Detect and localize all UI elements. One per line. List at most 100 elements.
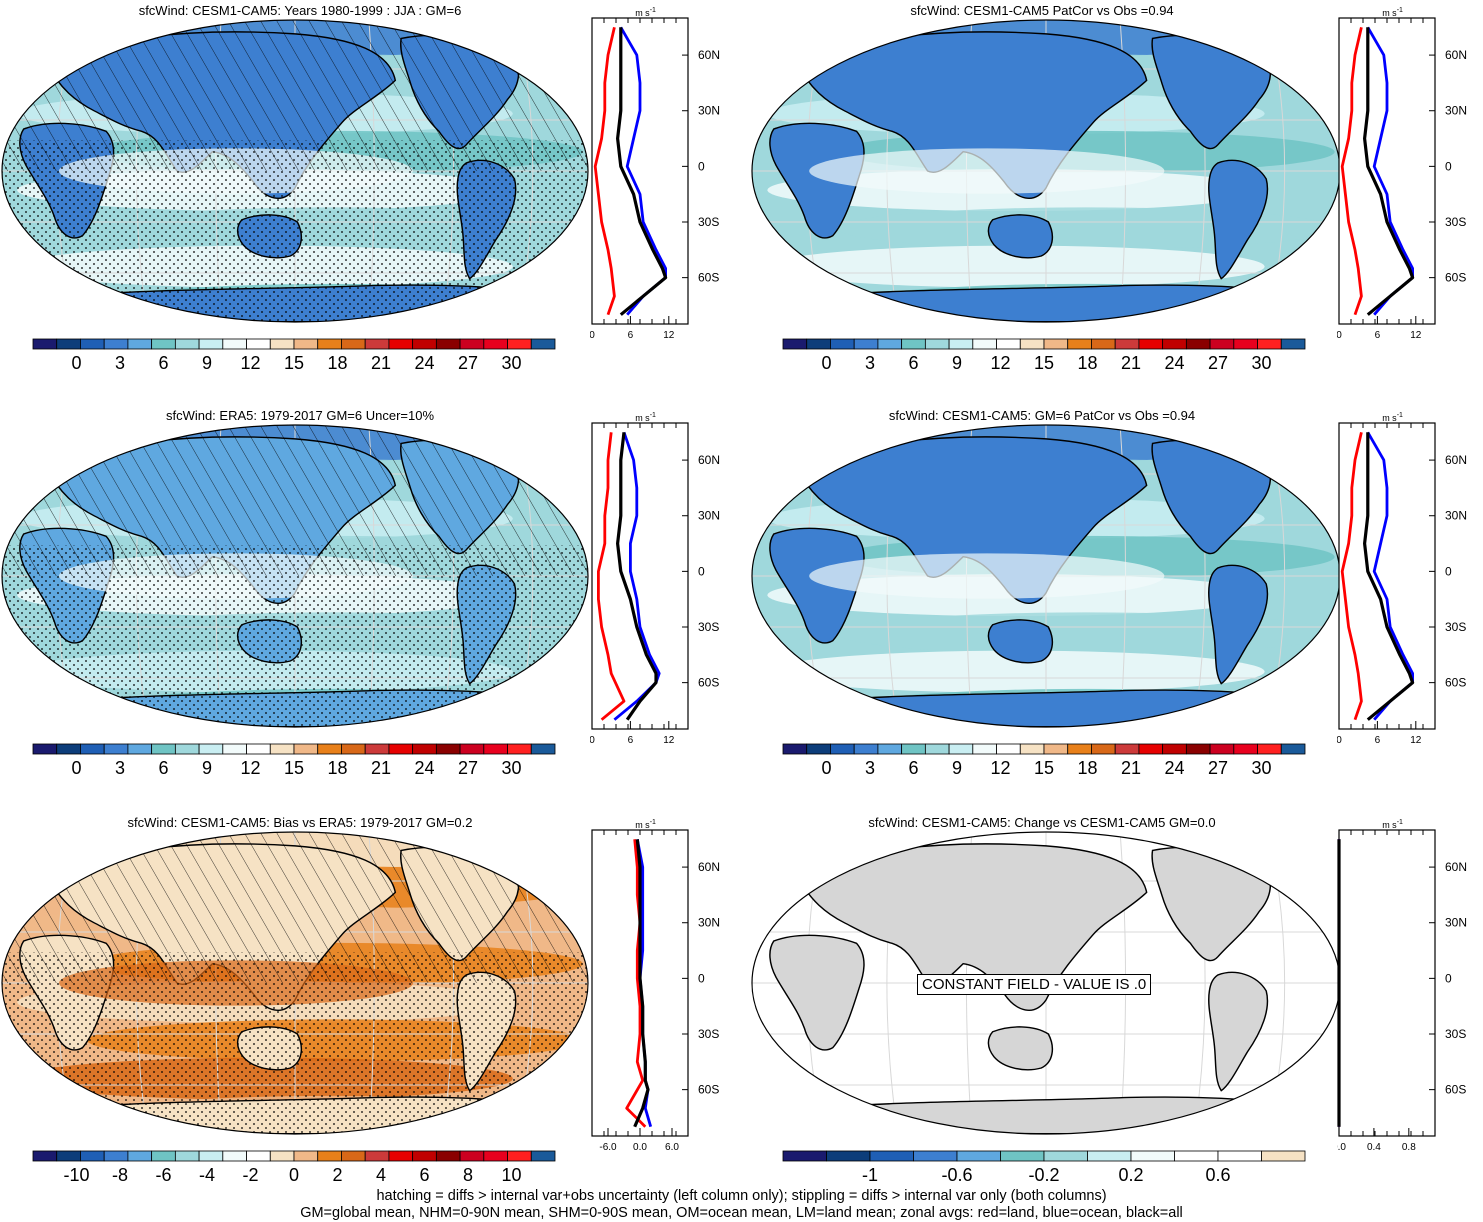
zonal-y-label: 60N [698, 48, 720, 62]
colorbar-box [103, 338, 129, 350]
colorbar-box [1217, 1150, 1262, 1162]
continent-australia [987, 214, 1054, 259]
colorbar-box [901, 743, 926, 755]
colorbar-label: 0 [71, 758, 81, 778]
colorbar-box [459, 1150, 485, 1162]
colorbar-label: 15 [1034, 353, 1054, 373]
continent-greenland [1284, 433, 1320, 466]
colorbar-box [174, 1150, 200, 1162]
wind-band [837, 207, 1335, 250]
colorbar-box [1185, 743, 1211, 755]
colorbar-box [869, 1150, 914, 1162]
colorbar-label: 6 [908, 758, 918, 778]
colorbar-box [364, 338, 390, 350]
colorbar-label: 21 [371, 353, 391, 373]
zonal-series-land [593, 26, 616, 316]
colorbar-label: 27 [458, 353, 478, 373]
colorbar-label: -6 [155, 1165, 171, 1185]
colorbar-box [246, 1150, 271, 1162]
colorbar-label: 15 [1034, 758, 1054, 778]
colorbar-box [1162, 338, 1187, 350]
map-title: sfcWind: CESM1-CAM5: Bias vs ERA5: 1979-… [127, 815, 473, 830]
colorbar-box [483, 1150, 508, 1162]
colorbar-box [174, 743, 200, 755]
zonal-y-label: 30S [698, 620, 719, 634]
colorbar-box [1209, 338, 1235, 350]
zonal-unit-exponent: -1 [650, 819, 656, 826]
zonal-y-label: 30N [698, 509, 720, 523]
wind-band [837, 612, 1335, 655]
zonal-x-label: 12 [1410, 735, 1422, 746]
zonal-y-label: 30S [698, 1027, 719, 1041]
colorbar-label: 2 [332, 1165, 342, 1185]
colorbar-box [1280, 743, 1306, 755]
colorbar-box [1130, 1150, 1175, 1162]
zonal-x-label: 0 [590, 330, 595, 341]
colorbar-box [972, 338, 997, 350]
colorbar-label: 30 [1251, 353, 1271, 373]
colorbar-label: 9 [202, 758, 212, 778]
continent-australia [987, 1026, 1054, 1071]
continents [769, 840, 1332, 1134]
footer-hatching-note: hatching = diffs > internal var+obs unce… [376, 1188, 1107, 1204]
zonal-mean-plot: m s-1 60N 30N 0 30S 60S 0 6 12 [1337, 412, 1467, 746]
zonal-y-label: 60N [1445, 48, 1467, 62]
map-projection [751, 831, 1341, 1135]
zonal-unit-label: m s-1 [635, 7, 656, 18]
colorbar-box [32, 1150, 58, 1162]
zonal-x-label: 12 [663, 735, 675, 746]
colorbar-label: 3 [115, 758, 125, 778]
zonal-y-label: 0 [698, 971, 705, 985]
colorbar-label: 18 [327, 758, 347, 778]
colorbar-box [293, 338, 319, 350]
colorbar-label: 15 [284, 758, 304, 778]
colorbar-label: 6 [158, 353, 168, 373]
map-title: sfcWind: CESM1-CAM5 PatCor vs Obs =0.94 [910, 3, 1174, 18]
zonal-y-label: 30N [1445, 509, 1467, 523]
colorbar-box [830, 743, 855, 755]
colorbar-label: 8 [463, 1165, 473, 1185]
continent-greenland [532, 28, 568, 61]
colorbar-label: 10 [501, 1165, 521, 1185]
colorbar-box [127, 743, 153, 755]
panel-model-climatology: sfcWind: CESM1-CAM5: Years 1980-1999 : J… [0, 0, 740, 400]
colorbar-box [996, 743, 1021, 755]
zonal-mean-plot: m s-1 60N 30N 0 30S 60S -6.0 0.0 6.0 [591, 819, 720, 1153]
zonal-x-label: 0.8 [1402, 1142, 1416, 1153]
zonal-x-label: 0.0 [633, 1142, 647, 1153]
zonal-x-label: 6 [1375, 330, 1381, 341]
colorbar-box [483, 338, 508, 350]
colorbar-box [103, 1150, 129, 1162]
zonal-frame [1338, 829, 1436, 1137]
colorbar-box [1067, 743, 1092, 755]
colorbar-box [830, 338, 855, 350]
zonal-y-label: 30S [1445, 215, 1466, 229]
colorbar-label: 4 [376, 1165, 386, 1185]
colorbar-box [948, 338, 974, 350]
colorbar-box [853, 338, 879, 350]
colorbar-box [1114, 743, 1140, 755]
colorbar: 0 3 6 9 12 15 18 21 24 27 30 [32, 338, 556, 373]
zonal-y-label: 30N [1445, 916, 1467, 930]
colorbar-box [388, 1150, 414, 1162]
zonal-y-label: 60S [698, 676, 719, 690]
colorbar-box [1043, 338, 1069, 350]
zonal-frame [1338, 17, 1436, 325]
colorbar-box [1043, 743, 1069, 755]
zonal-y-label: 0 [1445, 564, 1452, 578]
map-projection [1, 831, 589, 1135]
zonal-unit-label: m s-1 [1382, 412, 1403, 423]
zonal-unit-label: m s-1 [635, 412, 656, 423]
colorbar-box [269, 1150, 295, 1162]
zonal-y-label: 30N [698, 916, 720, 930]
colorbar-box [853, 743, 879, 755]
stippling-overlay [2, 545, 588, 727]
colorbar-box [1091, 338, 1116, 350]
zonal-y-label: 60S [698, 271, 719, 285]
colorbar-label: -0.6 [941, 1165, 972, 1185]
colorbar-label: 15 [284, 353, 304, 373]
colorbar-box [222, 338, 247, 350]
colorbar-box [364, 1150, 390, 1162]
colorbar-box [269, 743, 295, 755]
colorbar-label: 12 [240, 758, 260, 778]
